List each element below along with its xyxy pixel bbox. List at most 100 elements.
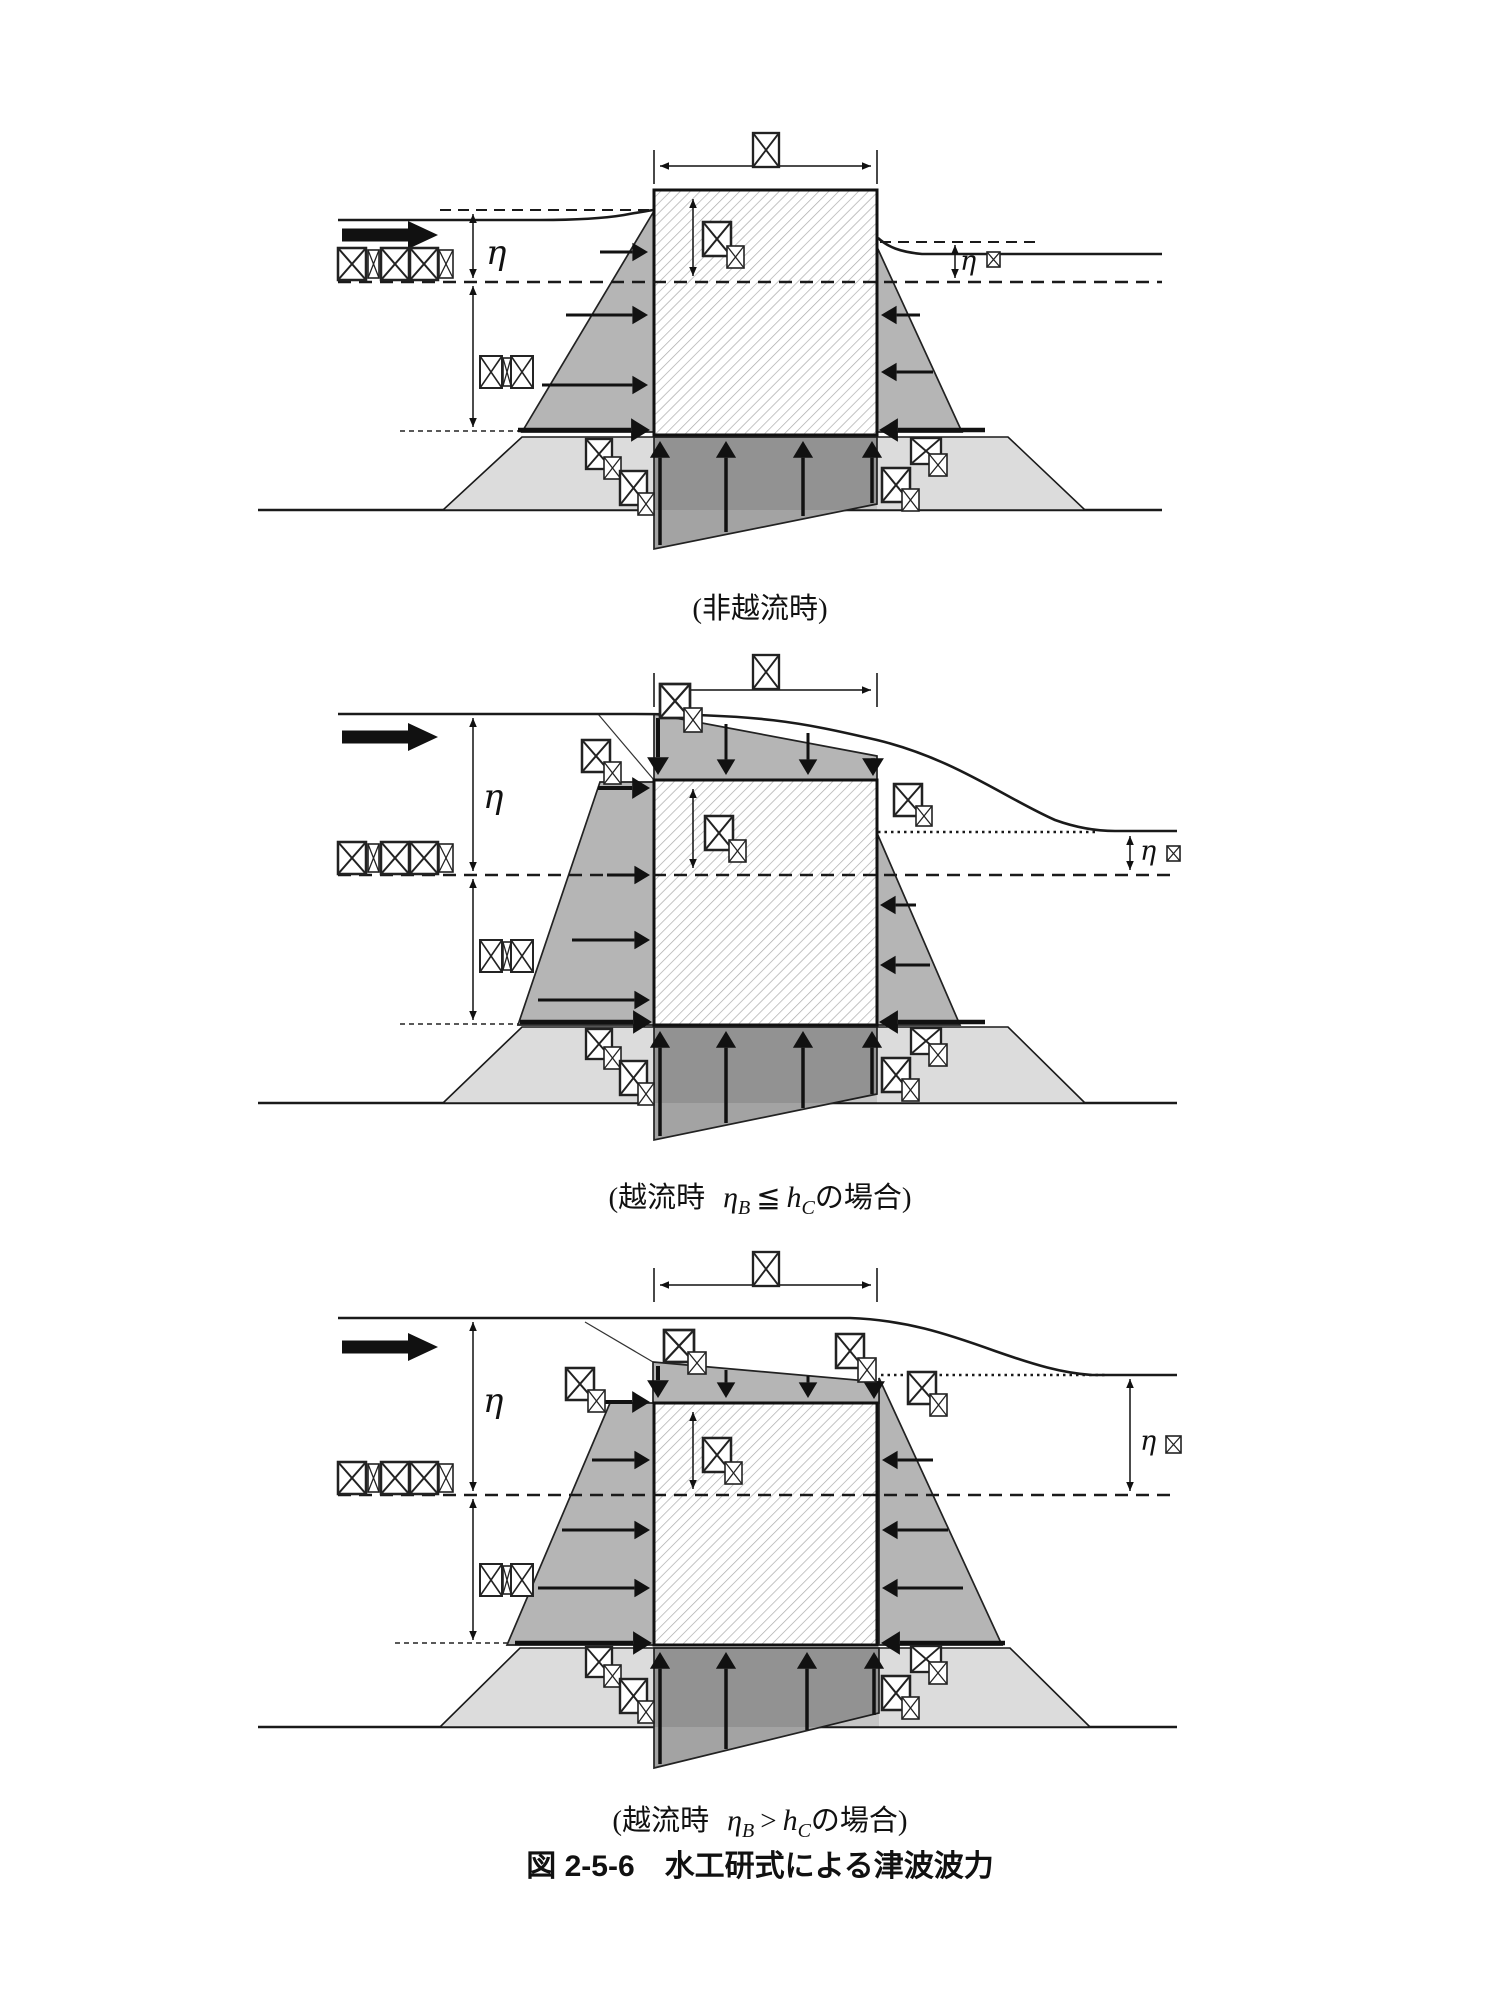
missing-glyph-x-icon <box>585 1028 613 1060</box>
pressure-arrowhead-icon <box>716 759 736 775</box>
missing-glyph-x-icon <box>603 761 622 785</box>
missing-glyph-x-icon <box>929 1393 948 1417</box>
dimension-arrowhead-icon <box>689 267 697 276</box>
flow-direction-arrow-icon <box>342 1333 438 1361</box>
missing-glyph-x-icon <box>928 453 948 477</box>
dimension-arrowhead-icon <box>469 1322 477 1331</box>
pressure-arrowhead-icon <box>649 441 671 458</box>
caption-overflow-gt: (越流時 ηB > hCの場合) <box>612 1804 907 1842</box>
pressure-arrowhead-icon <box>863 1381 885 1399</box>
dimension-arrowhead-icon <box>1126 1379 1134 1388</box>
missing-glyph-x-icon <box>565 1367 595 1401</box>
missing-glyph-x-icon <box>901 1078 920 1102</box>
flow-direction-arrow-icon <box>342 723 438 751</box>
missing-glyph-x-icon <box>752 132 780 168</box>
missing-glyph-x-icon <box>857 1357 877 1383</box>
dimension-arrowhead-icon <box>1126 836 1134 845</box>
missing-glyph-x-icon <box>337 247 367 281</box>
missing-glyph-x-icon <box>659 683 691 719</box>
eta-front-label: η <box>483 1381 504 1421</box>
rear-pressure-distribution <box>876 832 962 1026</box>
missing-glyph-x-icon <box>603 1046 622 1070</box>
overflow-water-surface <box>338 712 1177 833</box>
missing-glyph-x-icon <box>702 221 732 257</box>
dimension-arrowhead-icon <box>469 879 477 888</box>
uplift-dark-zone <box>654 1027 877 1103</box>
pressure-arrowhead-icon <box>649 1031 671 1048</box>
missing-glyph-x-icon <box>728 839 747 863</box>
dimension-arrowhead-icon <box>862 1281 871 1289</box>
missing-glyph-x-icon <box>502 1565 512 1595</box>
dimension-arrowhead-icon <box>862 686 871 694</box>
pressure-arrowhead-icon <box>632 305 648 325</box>
missing-glyph-x-icon <box>752 1251 780 1287</box>
pressure-arrowhead-icon <box>647 1380 669 1398</box>
missing-glyph-x-icon <box>907 1371 937 1405</box>
pressure-arrowhead-icon <box>881 305 897 325</box>
missing-glyph-x-icon <box>380 247 410 281</box>
eta-front-label: η <box>486 233 507 273</box>
missing-glyph-x-icon <box>367 1463 380 1493</box>
missing-glyph-x-icon <box>683 707 703 733</box>
missing-glyph-x-icon <box>502 941 512 971</box>
pressure-arrowhead-icon <box>649 1652 671 1669</box>
missing-glyph-x-icon <box>1165 1435 1182 1454</box>
missing-glyph-x-icon <box>479 939 503 973</box>
missing-glyph-x-icon <box>702 1437 732 1473</box>
missing-glyph-x-icon <box>587 1389 606 1413</box>
dimension-arrowhead-icon <box>689 199 697 208</box>
missing-glyph-x-icon <box>619 1678 648 1714</box>
dimension-arrowhead-icon <box>469 862 477 871</box>
missing-glyph-x-icon <box>438 249 454 279</box>
missing-glyph-x-icon <box>619 1060 648 1096</box>
missing-glyph-x-icon <box>479 1563 503 1597</box>
missing-glyph-x-icon <box>910 1027 942 1055</box>
dimension-arrowhead-icon <box>469 1011 477 1020</box>
pressure-arrowhead-icon <box>796 1652 818 1669</box>
pressure-arrowhead-icon <box>634 930 650 950</box>
pressure-arrowhead-icon <box>716 1382 736 1398</box>
missing-glyph-x-icon <box>585 438 613 470</box>
eta-rear-label: η <box>1140 1426 1156 1457</box>
missing-glyph-x-icon <box>928 1043 948 1067</box>
missing-glyph-x-icon <box>910 1645 942 1673</box>
eta-rear-label: η <box>960 246 976 277</box>
pressure-arrowhead-icon <box>634 1450 650 1470</box>
dimension-arrowhead-icon <box>469 1631 477 1640</box>
dimension-arrowhead-icon <box>469 1499 477 1508</box>
pressure-arrowhead-icon <box>715 441 737 458</box>
dimension-arrowhead-icon <box>469 718 477 727</box>
pressure-arrowhead-icon <box>863 1652 885 1669</box>
eta-rear-label: η <box>1140 836 1156 867</box>
missing-glyph-x-icon <box>986 251 1001 268</box>
diagram-overflow-le: η η <box>258 653 1181 1142</box>
pressure-arrowhead-icon <box>882 1578 898 1598</box>
front-pressure-distribution <box>505 1402 655 1646</box>
missing-glyph-x-icon <box>724 1461 743 1485</box>
missing-glyph-x-icon <box>479 355 503 389</box>
pressure-arrowhead-icon <box>631 418 650 442</box>
dimension-arrowhead-icon <box>951 269 959 278</box>
pressure-arrowhead-icon <box>880 955 896 975</box>
pressure-arrowhead-icon <box>792 1031 814 1048</box>
missing-glyph-x-icon <box>510 939 534 973</box>
dimension-arrowhead-icon <box>1126 1482 1134 1491</box>
rear-water-surface <box>877 237 1162 256</box>
missing-glyph-x-icon <box>726 245 745 269</box>
pressure-arrowhead-icon <box>861 441 883 458</box>
pressure-arrowhead-icon <box>632 1391 650 1413</box>
missing-glyph-x-icon <box>637 1700 655 1724</box>
caption-non-overflow: (非越流時) <box>692 592 827 625</box>
missing-glyph-x-icon <box>438 843 454 873</box>
pressure-arrowhead-icon <box>634 1578 650 1598</box>
missing-glyph-x-icon <box>409 841 439 875</box>
rear-pressure-distribution <box>878 1377 1004 1646</box>
pressure-arrowhead-icon <box>634 1520 650 1540</box>
missing-glyph-x-icon <box>835 1333 865 1369</box>
missing-glyph-x-icon <box>893 783 923 817</box>
missing-glyph-x-icon <box>901 488 920 512</box>
dimension-arrowhead-icon <box>660 1281 669 1289</box>
eta-front-label: η <box>483 777 504 817</box>
missing-glyph-x-icon <box>910 437 942 465</box>
overflow-water-surface <box>338 1316 1177 1377</box>
